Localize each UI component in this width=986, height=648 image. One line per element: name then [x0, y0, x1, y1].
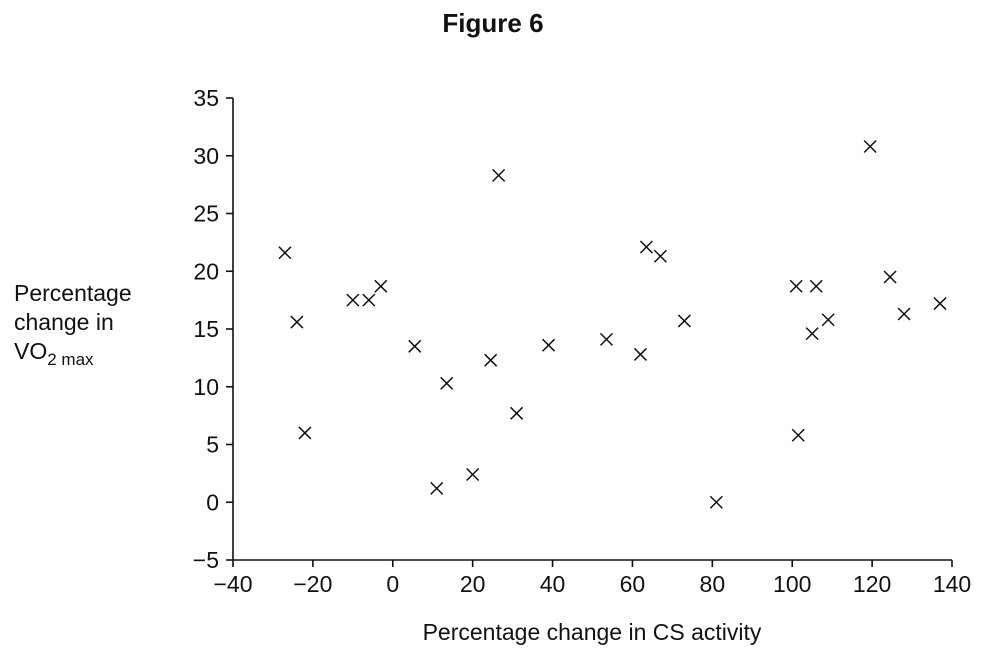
x-tick-label: 20: [460, 571, 486, 597]
data-point-marker: [805, 327, 819, 341]
data-point-marker: [298, 426, 312, 440]
y-tick-label: 35: [193, 85, 219, 111]
data-point-marker: [278, 246, 292, 260]
data-point-marker: [346, 293, 360, 307]
data-point-marker: [542, 338, 556, 352]
y-ticks: −5 0 5 10 15 20 25 30 35: [193, 85, 233, 573]
data-point-marker: [863, 139, 877, 154]
data-point-marker: [709, 495, 723, 509]
data-point-marker: [883, 270, 897, 284]
data-points: [278, 139, 947, 509]
y-tick-label: 15: [193, 316, 219, 342]
y-axis-label-line3: VO2 max: [14, 337, 132, 369]
data-point-marker: [466, 467, 480, 482]
data-point-marker: [374, 279, 388, 293]
y-axis-label-subscript: 2 max: [47, 350, 94, 369]
data-point-marker: [897, 307, 911, 321]
x-tick-label: 100: [773, 571, 811, 597]
y-tick-label: 30: [193, 143, 219, 169]
x-ticks: −40 −20 0 20 40 60 80 100 120 140: [213, 560, 971, 597]
x-tick-label: 120: [853, 571, 891, 597]
data-point-marker: [492, 168, 506, 182]
x-tick-label: 0: [386, 571, 399, 597]
y-tick-label: −5: [193, 547, 219, 573]
y-axis-label-line2: change in: [14, 309, 114, 335]
data-point-marker: [290, 315, 304, 329]
figure-title: Figure 6: [442, 8, 544, 38]
y-tick-label: 20: [193, 258, 219, 284]
data-point-marker: [639, 240, 653, 254]
data-point-marker: [653, 249, 667, 263]
x-tick-label: −40: [213, 571, 252, 597]
data-point-marker: [633, 347, 647, 361]
x-tick-label: 80: [700, 571, 726, 597]
x-tick-label: 60: [620, 571, 646, 597]
y-axis-label-line1: Percentage: [14, 280, 132, 306]
data-point-marker: [362, 293, 376, 307]
y-tick-label: 5: [206, 432, 219, 458]
data-point-marker: [809, 279, 823, 293]
y-tick-label: 10: [193, 374, 219, 400]
data-point-marker: [791, 428, 805, 442]
x-tick-label: −20: [293, 571, 332, 597]
y-tick-label: 25: [193, 201, 219, 227]
data-point-marker: [510, 406, 524, 420]
axes: [232, 98, 952, 561]
data-point-marker: [789, 279, 803, 293]
data-point-marker: [933, 297, 947, 311]
y-axis-label: Percentage change in VO2 max: [14, 279, 132, 369]
x-tick-label: 40: [540, 571, 566, 597]
y-tick-label: 0: [206, 489, 219, 515]
data-point-marker: [430, 481, 444, 495]
x-axis-label: Percentage change in CS activity: [423, 619, 762, 645]
data-point-marker: [677, 314, 691, 328]
data-point-marker: [408, 339, 422, 353]
data-point-marker: [440, 376, 454, 390]
data-point-marker: [599, 332, 614, 346]
data-point-marker: [484, 353, 498, 367]
y-axis-label-main: VO: [14, 338, 48, 364]
x-tick-label: 140: [933, 571, 971, 597]
data-point-marker: [821, 313, 835, 327]
